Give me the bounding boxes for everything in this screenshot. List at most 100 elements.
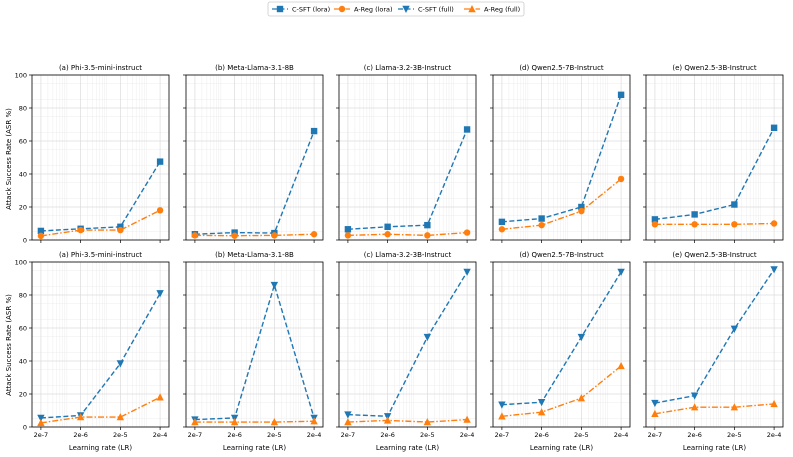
subplot-title: (d) Qwen2.5-7B-Instruct	[519, 251, 604, 259]
data-point	[37, 414, 45, 422]
data-point	[537, 399, 546, 407]
data-point	[423, 418, 432, 426]
axes-frame	[31, 261, 170, 428]
data-point	[651, 221, 659, 228]
series	[37, 393, 164, 427]
x-axis-label: Learning rate (LR)	[69, 444, 133, 452]
data-point	[191, 232, 199, 239]
subplot-title: (d) Qwen2.5-7B-Instruct	[519, 64, 604, 72]
axes-frame	[492, 74, 631, 241]
x-tick-label: 2e-6	[534, 431, 549, 439]
data-point	[690, 403, 699, 411]
data-point	[537, 408, 546, 416]
axes-frame	[185, 261, 324, 428]
data-point	[37, 232, 45, 240]
series-line	[501, 271, 622, 406]
axes-frame	[492, 261, 631, 428]
series	[191, 231, 318, 239]
data-point	[423, 333, 432, 342]
x-axis-label: Learning rate (LR)	[683, 444, 747, 452]
data-point	[344, 411, 352, 419]
data-point	[463, 268, 471, 276]
legend-entry: A-Reg (full)	[464, 5, 520, 14]
data-point	[270, 418, 279, 426]
x-tick-label: 2e-5	[727, 431, 742, 439]
data-point	[191, 418, 199, 426]
y-tick-label: 60	[19, 324, 27, 332]
data-point	[577, 394, 586, 402]
series-line	[347, 129, 468, 230]
data-point	[383, 416, 392, 424]
legend-label: A-Reg (full)	[484, 6, 520, 14]
series-line	[40, 293, 161, 419]
data-point	[310, 417, 318, 425]
series	[498, 268, 625, 409]
legend-marker	[402, 5, 410, 13]
data-point	[116, 413, 125, 421]
data-point	[344, 232, 352, 239]
subplot: 2e-7 2e-6 2e-5 2e-4 (b) Meta-Llama-3.1-8B Lea…	[183, 251, 324, 452]
legend-entry: C-SFT (lora)	[272, 6, 330, 14]
data-point	[617, 361, 625, 370]
series-line	[40, 161, 161, 232]
legend-label: C-SFT (full)	[418, 6, 454, 14]
data-point	[76, 413, 85, 421]
x-tick-label: 2e-5	[113, 431, 128, 439]
x-tick-label: 2e-6	[380, 431, 395, 439]
series-line	[501, 178, 622, 230]
data-point	[344, 226, 352, 233]
data-point	[770, 399, 778, 408]
data-point	[498, 412, 506, 420]
y-tick-label: 100	[15, 71, 27, 79]
subplot: 2e-7 2e-6 2e-5 2e-4 (c) Llama-3.2-3B-Instruc…	[336, 251, 477, 452]
data-point	[230, 418, 239, 426]
data-point	[731, 221, 738, 228]
y-tick-label: 40	[19, 170, 27, 178]
series-line	[654, 269, 775, 404]
series-line	[194, 233, 315, 237]
axes-frame	[185, 74, 324, 241]
data-point	[651, 409, 659, 417]
series-line	[40, 396, 161, 424]
subplot-title: (c) Llama-3.2-3B-Instruct	[364, 64, 452, 72]
series-line	[194, 282, 315, 421]
series-line	[501, 365, 622, 417]
series	[344, 415, 471, 426]
axes-frame	[645, 261, 784, 428]
data-point	[577, 333, 586, 342]
series	[344, 126, 471, 233]
x-tick-label: 2e-5	[267, 431, 282, 439]
data-point	[498, 218, 506, 226]
y-axis-label-top: Attack Success Rate (ASR %)	[5, 108, 13, 210]
subplot-title: (a) Phi-3.5-mini-instruct	[59, 64, 142, 72]
legend-marker	[468, 5, 476, 13]
series	[498, 361, 625, 420]
subplot-title: (e) Qwen2.5-3B-Instruct	[672, 64, 756, 72]
data-point	[384, 231, 391, 238]
data-point	[37, 418, 45, 427]
subplot-title: (e) Qwen2.5-3B-Instruct	[672, 251, 756, 259]
subplot: (c) Llama-3.2-3B-Instruct	[336, 64, 477, 243]
subplot: 0 20 40 60 80 100 2e-7 2e-6 2e-5 2e-4 (a) Phi-3.5-…	[15, 251, 170, 452]
series	[37, 207, 164, 240]
data-point	[617, 175, 625, 183]
legend-marker	[338, 5, 346, 13]
legend-entry: A-Reg (lora)	[334, 6, 393, 14]
data-point	[691, 211, 698, 218]
y-tick-label: 80	[19, 104, 27, 112]
data-point	[117, 226, 124, 234]
subplot: 2e-7 2e-6 2e-5 2e-4 (d) Qwen2.5-7B-Instruct L…	[490, 251, 631, 452]
data-point	[424, 221, 431, 229]
x-axis-label: Learning rate (LR)	[376, 444, 440, 452]
data-point	[770, 124, 778, 131]
series	[498, 175, 625, 233]
data-point	[37, 227, 45, 235]
data-point	[578, 203, 585, 211]
data-point	[116, 360, 125, 368]
series-line	[347, 418, 468, 423]
series	[191, 417, 318, 426]
series-line	[347, 271, 468, 417]
data-point	[691, 221, 698, 228]
data-point	[463, 415, 471, 423]
